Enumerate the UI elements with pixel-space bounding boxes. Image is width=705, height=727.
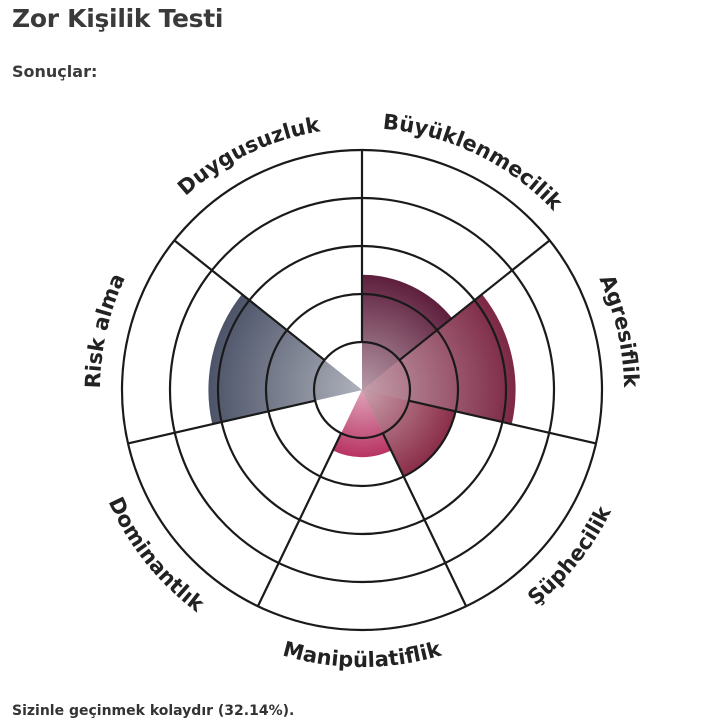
sector-shade-agresiflik xyxy=(362,294,516,425)
chart-svg: BüyüklenmecilikAgresiflikŞüphecilikManip… xyxy=(81,110,643,672)
sector-shade-buyuklenmecilik xyxy=(362,274,453,390)
grid-spoke xyxy=(173,239,326,361)
sector-shade-manipulatiflik xyxy=(332,390,392,458)
personality-radar-chart: Büyüklenmecilik Agresiflik Şüphecilik Manip… xyxy=(60,100,665,672)
grid-spoke xyxy=(127,399,316,445)
grid-spoke xyxy=(381,432,468,607)
axis-label-manipulatiflik: Manipülatiflik xyxy=(280,637,444,672)
chart-grid xyxy=(120,148,604,632)
grid-spoke xyxy=(398,239,551,361)
page-title: Zor Kişilik Testi xyxy=(12,4,224,33)
grid-spoke xyxy=(256,432,343,607)
chart-sectors xyxy=(208,274,516,477)
axis-label-dominantlik: Dominantlık xyxy=(104,493,210,617)
results-label: Sonuçlar: xyxy=(12,62,98,81)
grid-spoke xyxy=(408,399,597,445)
sector-shade-risk-alma xyxy=(208,294,362,425)
axis-label-duygusuzluk: Duygusuzluk xyxy=(173,112,322,200)
result-summary: Sizinle geçinmek kolaydır (32.14%). xyxy=(12,703,295,719)
axis-label-buyuklenmecilik: Büyüklenmecilik xyxy=(382,110,568,216)
